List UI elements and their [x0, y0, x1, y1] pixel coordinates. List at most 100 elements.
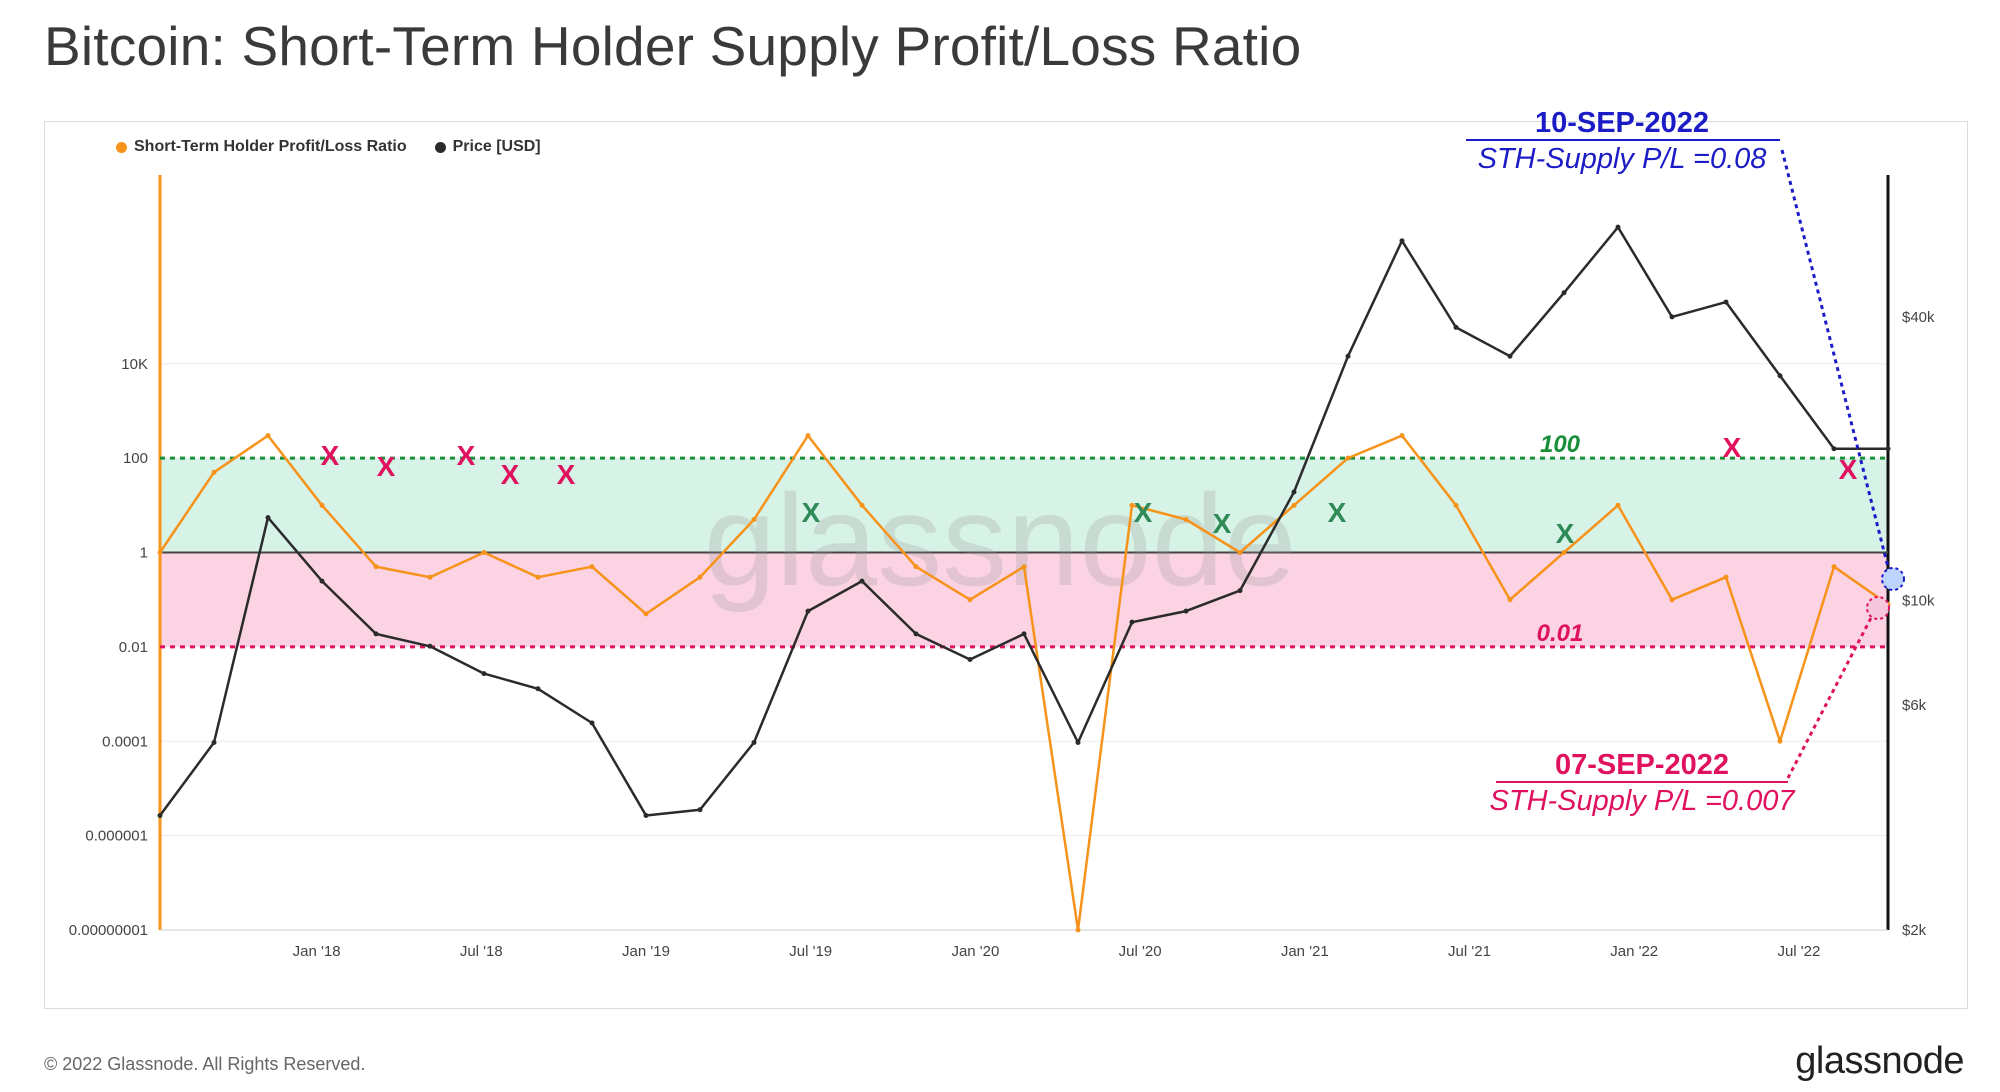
y-right-tick-label: $2k	[1902, 922, 1927, 939]
annotation-date-sep10: 10-SEP-2022	[1535, 107, 1709, 139]
sth-ratio-point	[805, 433, 811, 439]
sth-ratio-point	[265, 433, 271, 439]
sth-ratio-point	[967, 597, 973, 603]
sth-ratio-point	[157, 550, 163, 555]
green-x-marker: X	[1328, 497, 1347, 528]
annotation-point-sep10	[1881, 567, 1905, 591]
sth-ratio-point	[1399, 433, 1405, 439]
y-left-tick-label: 100	[123, 450, 148, 467]
sth-ratio-point	[1831, 564, 1837, 570]
red-x-marker: X	[1723, 432, 1742, 463]
price-point	[1723, 299, 1729, 305]
y-left-tick-label: 0.00000001	[69, 922, 148, 939]
price-point	[913, 631, 919, 637]
sth-ratio-point	[1777, 738, 1783, 744]
price-point	[589, 720, 595, 726]
price-point	[643, 812, 649, 818]
sth-ratio-point	[427, 574, 433, 580]
sth-ratio-point	[1075, 927, 1081, 933]
legend-dot-sth	[116, 141, 127, 153]
glassnode-logo: glassnode	[1795, 1040, 1964, 1082]
y-left-tick-label: 0.01	[119, 639, 148, 656]
sth-ratio-point	[319, 502, 325, 508]
price-point	[211, 739, 217, 745]
sth-ratio-point	[589, 564, 595, 570]
sth-ratio-point	[1453, 502, 1459, 508]
annotation-leader-sep07	[1786, 613, 1875, 779]
legend-item-sth[interactable]: Short-Term Holder Profit/Loss Ratio	[116, 138, 407, 156]
x-tick-label: Jan '22	[1610, 943, 1658, 960]
x-tick-label: Jul '18	[460, 943, 503, 960]
price-point	[967, 656, 973, 662]
price-point	[319, 578, 325, 584]
price-point	[157, 812, 163, 818]
price-point	[697, 807, 703, 813]
y-left-tick-label: 1	[140, 545, 148, 562]
green-x-marker: X	[1213, 508, 1232, 539]
price-point	[1615, 224, 1621, 230]
price-point	[1237, 588, 1243, 594]
green-x-marker: X	[1556, 518, 1575, 549]
annotation-text-sep10: STH-Supply P/L =0.08	[1478, 143, 1767, 175]
y-left-tick-label: 10K	[121, 356, 148, 373]
x-tick-label: Jul '21	[1448, 943, 1491, 960]
legend-item-price[interactable]: Price [USD]	[434, 138, 541, 156]
sth-ratio-point	[373, 564, 379, 570]
sth-ratio-point	[1129, 502, 1135, 508]
sth-ratio-point	[1615, 502, 1621, 508]
x-tick-label: Jul '20	[1119, 943, 1162, 960]
price-point	[1345, 353, 1351, 359]
price-point	[1777, 373, 1783, 379]
x-tick-label: Jan '19	[622, 943, 670, 960]
sth-ratio-point	[535, 574, 541, 580]
price-point	[1507, 353, 1513, 359]
legend-label-sth: Short-Term Holder Profit/Loss Ratio	[134, 138, 407, 155]
y-left-tick-label: 0.0001	[102, 733, 148, 750]
price-point	[1021, 631, 1027, 637]
price-point	[535, 686, 541, 692]
annotation-point-sep07	[1866, 596, 1890, 620]
price-point	[751, 739, 757, 745]
level-label-100: 100	[1540, 431, 1581, 458]
x-tick-label: Jul '22	[1777, 943, 1820, 960]
footer-copyright: © 2022 Glassnode. All Rights Reserved.	[44, 1054, 366, 1074]
chart-title: Bitcoin: Short-Term Holder Supply Profit…	[44, 15, 1302, 77]
sth-ratio-point	[1237, 550, 1243, 555]
price-point	[1669, 314, 1675, 320]
price-point	[1075, 739, 1081, 745]
sth-ratio-point	[1021, 564, 1027, 570]
price-point	[427, 643, 433, 649]
sth-ratio-point	[1507, 597, 1513, 603]
red-x-marker: X	[501, 459, 520, 490]
price-point	[373, 631, 379, 637]
annotation-date-sep07: 07-SEP-2022	[1555, 749, 1729, 781]
sth-ratio-point	[1723, 574, 1729, 580]
y-left-tick-label: 0.000001	[85, 828, 148, 845]
annotation-leader-sep10	[1780, 149, 1892, 576]
legend-dot-price	[434, 141, 446, 153]
price-point	[1399, 238, 1405, 244]
x-tick-label: Jan '21	[1281, 943, 1329, 960]
red-x-marker: X	[1839, 454, 1858, 485]
price-point	[265, 515, 271, 521]
sth-ratio-point	[859, 502, 865, 508]
price-point	[1291, 489, 1297, 495]
price-point	[1129, 619, 1135, 625]
sth-ratio-point	[697, 574, 703, 580]
sth-ratio-point	[913, 564, 919, 570]
x-tick-label: Jan '18	[293, 943, 341, 960]
y-right-tick-label: $10k	[1902, 593, 1935, 610]
price-point	[1561, 290, 1567, 296]
y-right-tick-label: $6k	[1902, 697, 1927, 714]
level-label-0.01: 0.01	[1537, 620, 1584, 647]
sth-ratio-point	[1345, 455, 1351, 461]
green-x-marker: X	[1134, 497, 1153, 528]
sth-ratio-point	[211, 469, 217, 475]
profit-band	[160, 458, 1888, 553]
price-point	[1831, 446, 1837, 452]
watermark: glassnode	[704, 467, 1297, 613]
price-point	[1885, 446, 1891, 452]
green-x-marker: X	[802, 497, 821, 528]
sth-ratio-point	[751, 517, 757, 523]
annotation-text-sep07: STH-Supply P/L =0.007	[1490, 785, 1797, 817]
